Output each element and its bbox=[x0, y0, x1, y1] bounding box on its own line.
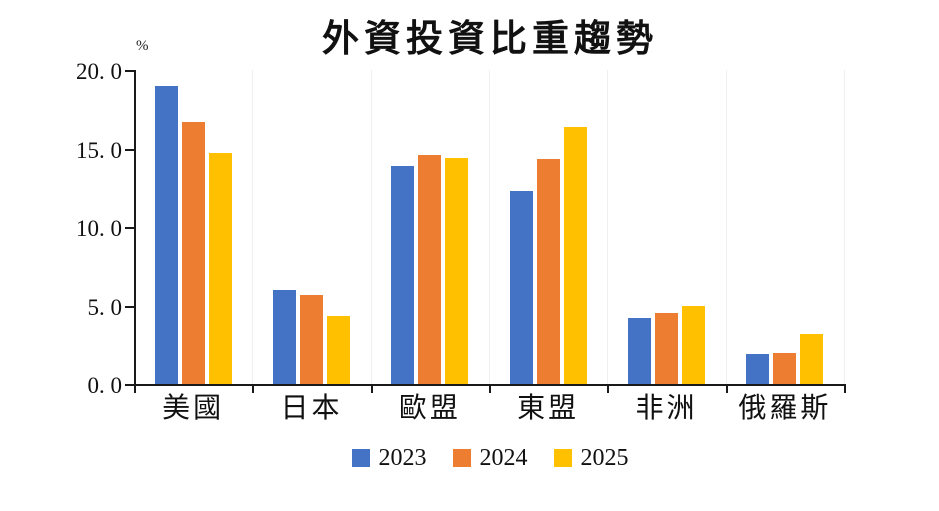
bar-2025-歐盟 bbox=[445, 157, 469, 384]
legend-label: 2024 bbox=[479, 445, 528, 471]
category-label: 俄羅斯 bbox=[738, 393, 832, 424]
bar-2023-俄羅斯 bbox=[746, 354, 770, 384]
gridline bbox=[844, 70, 845, 384]
legend-swatch-icon bbox=[452, 449, 471, 467]
y-axis-tick bbox=[125, 148, 134, 151]
chart-title: 外資投資比重趨勢 bbox=[322, 19, 658, 60]
bar-2023-日本 bbox=[273, 289, 296, 384]
bar-2025-非洲 bbox=[682, 305, 705, 384]
bar-2025-日本 bbox=[327, 316, 350, 384]
y-tick-label: 15. 0 bbox=[76, 137, 122, 163]
x-axis-tick bbox=[607, 386, 610, 393]
bar-2024-俄羅斯 bbox=[773, 352, 797, 384]
legend: 2023 2024 2025 bbox=[135, 446, 845, 470]
gridline bbox=[252, 70, 254, 384]
y-axis-tick bbox=[125, 305, 134, 308]
gridline bbox=[370, 70, 372, 384]
x-axis-tick bbox=[370, 386, 373, 393]
bar-2025-東盟 bbox=[563, 126, 587, 384]
category-label: 非洲 bbox=[635, 393, 698, 424]
x-axis-tick bbox=[252, 386, 255, 393]
bar-2025-美國 bbox=[208, 153, 232, 384]
x-axis-tick bbox=[489, 386, 491, 393]
legend-item-2023: 2023 bbox=[351, 445, 427, 471]
legend-swatch-icon bbox=[553, 449, 572, 467]
gridline bbox=[725, 70, 727, 384]
legend-item-2025: 2025 bbox=[553, 445, 629, 471]
x-axis-tick bbox=[844, 386, 846, 393]
category-label: 東盟 bbox=[517, 393, 580, 424]
bar-2024-東盟 bbox=[536, 159, 560, 384]
legend-label: 2023 bbox=[378, 445, 427, 471]
legend-label: 2025 bbox=[580, 445, 629, 471]
y-axis-tick bbox=[125, 227, 134, 229]
category-label: 日本 bbox=[280, 393, 343, 424]
y-axis-tick bbox=[125, 384, 134, 386]
bar-2023-美國 bbox=[154, 85, 178, 384]
y-tick-label: 0. 0 bbox=[87, 373, 123, 398]
bar-2024-歐盟 bbox=[418, 154, 442, 384]
y-tick-label: 20. 0 bbox=[76, 59, 122, 84]
category-label: 歐盟 bbox=[398, 393, 461, 424]
legend-swatch-icon bbox=[351, 449, 370, 467]
x-axis-line bbox=[134, 384, 846, 386]
y-axis-line bbox=[134, 70, 136, 393]
y-tick-label: 5. 0 bbox=[87, 294, 123, 320]
bar-2024-日本 bbox=[300, 294, 323, 384]
y-axis-tick bbox=[125, 70, 134, 72]
bar-2023-非洲 bbox=[628, 318, 651, 384]
legend-item-2024: 2024 bbox=[452, 445, 528, 471]
bar-2025-俄羅斯 bbox=[800, 333, 824, 384]
bar-2024-美國 bbox=[181, 121, 205, 384]
gridline bbox=[489, 70, 490, 384]
y-axis-unit-label: % bbox=[136, 38, 149, 54]
y-tick-label: 10. 0 bbox=[76, 216, 122, 241]
x-axis-tick bbox=[725, 386, 728, 393]
bar-2023-歐盟 bbox=[391, 165, 415, 384]
bar-2024-非洲 bbox=[655, 313, 678, 384]
gridline bbox=[607, 70, 609, 384]
bar-2023-東盟 bbox=[509, 190, 533, 384]
category-label: 美國 bbox=[162, 393, 225, 424]
x-axis-tick bbox=[134, 386, 136, 393]
